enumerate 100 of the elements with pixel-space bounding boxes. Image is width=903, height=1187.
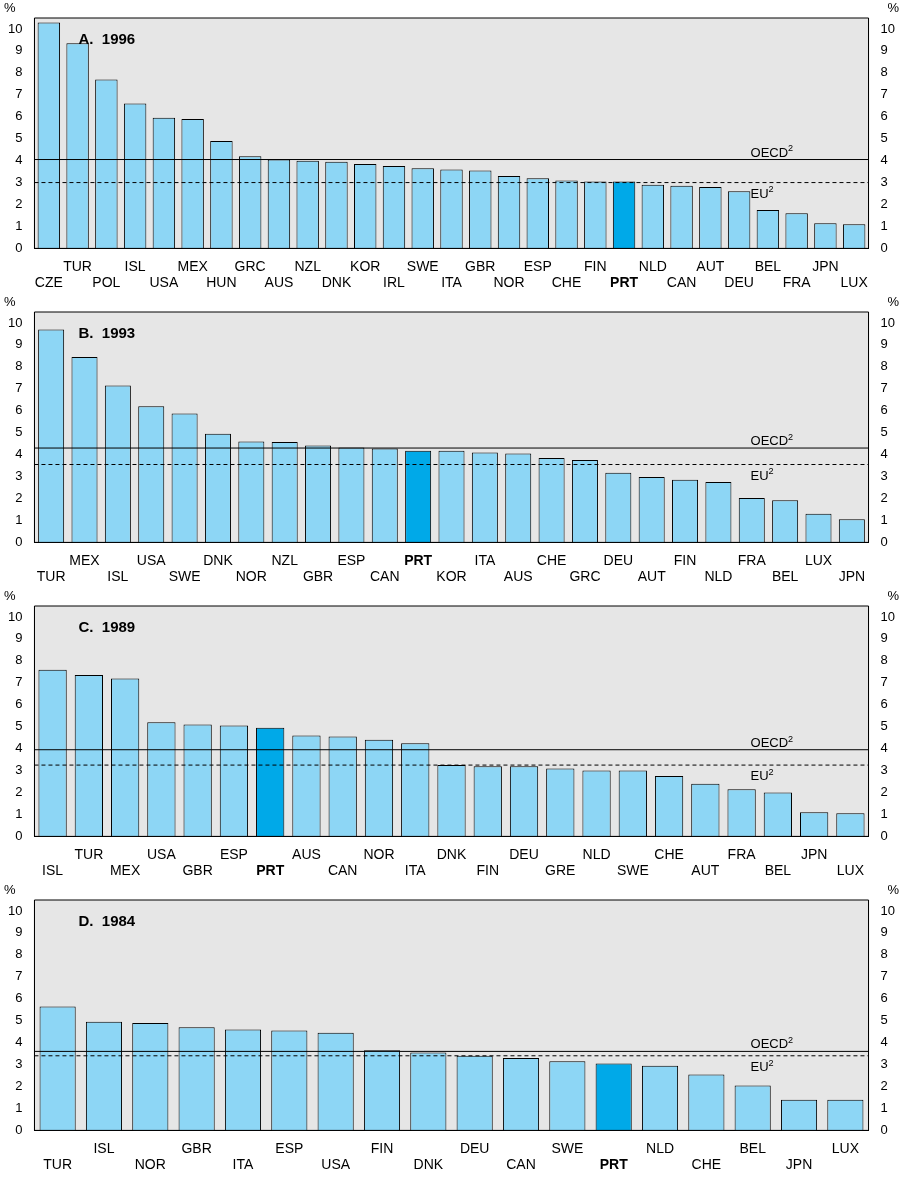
x-tick-label: ISL (107, 568, 129, 585)
x-tick-label: NOR (134, 1156, 166, 1173)
y-tick-label: 10 (7, 902, 23, 918)
y2-tick-label: 5 (880, 1012, 888, 1028)
x-tick-label: ESP (275, 1139, 304, 1156)
y-tick-label: 1 (15, 806, 23, 822)
y2-tick-label: 7 (880, 380, 888, 396)
y2-tick-label: 6 (880, 990, 888, 1006)
y2-tick-label: 3 (880, 762, 888, 778)
y2-tick-label: 5 (880, 718, 888, 734)
y2-tick-label: 1 (880, 512, 888, 528)
x-tick-label: CAN (506, 1156, 536, 1173)
x-tick-label: USA (149, 274, 179, 291)
x-tick-label: NZL (271, 551, 299, 568)
y2-tick-label: 4 (880, 1034, 888, 1050)
x-tick-label: LUX (831, 1139, 860, 1156)
x-tick-label: GRC (234, 257, 266, 274)
y-tick-label: 7 (15, 968, 23, 984)
x-tick-label: SWE (406, 257, 439, 274)
x-tick-label: ISL (93, 1139, 115, 1156)
x-tick-label: ESP (337, 551, 366, 568)
x-tick-label: CZE (34, 274, 63, 291)
y2-tick-label: 5 (880, 130, 888, 146)
y2-axis-title: % (887, 882, 900, 898)
y-axis-title: % (4, 0, 16, 16)
y2-tick-label: 10 (880, 314, 896, 330)
y2-tick-label: 2 (880, 490, 888, 506)
y2-tick-label: 5 (880, 424, 888, 440)
y2-tick-label: 1 (880, 806, 888, 822)
y-tick-label: 10 (7, 314, 23, 330)
text: A. 1996 (78, 29, 136, 47)
x-tick-label: TUR (43, 1156, 73, 1173)
y-tick-label: 10 (7, 608, 23, 624)
y-tick-label: 1 (15, 218, 23, 234)
y-tick-label: 0 (15, 239, 23, 255)
y-tick-label: 10 (7, 20, 23, 36)
x-tick-label: GRC (569, 568, 601, 585)
x-tick-label: CHE (551, 274, 582, 291)
x-tick-label: NLD (704, 568, 733, 585)
x-tick-label: USA (321, 1156, 351, 1173)
x-tick-label: NOR (235, 568, 267, 585)
y2-tick-label: 8 (880, 358, 888, 374)
x-tick-label: FIN (673, 551, 697, 568)
x-tick-label: AUS (503, 568, 533, 585)
x-tick-label: PRT (256, 862, 285, 879)
x-tick-label: CHE (691, 1156, 722, 1173)
y2-tick-label: 4 (880, 152, 888, 168)
x-tick-label: KOR (436, 568, 467, 585)
x-tick-label: DEU (603, 551, 634, 568)
x-tick-label: BEL (771, 568, 799, 585)
y2-tick-label: 2 (880, 1078, 888, 1094)
x-tick-label: PRT (610, 274, 639, 291)
y-axis-title: % (4, 294, 16, 310)
y2-tick-label: 7 (880, 674, 888, 690)
y-tick-label: 5 (15, 130, 23, 146)
x-tick-label: FRA (737, 551, 767, 568)
x-tick-label: DNK (203, 551, 234, 568)
y2-tick-label: 4 (880, 446, 888, 462)
y2-tick-label: 8 (880, 64, 888, 80)
x-tick-label: NOR (493, 274, 525, 291)
x-tick-label: DEU (509, 845, 539, 862)
y2-tick-label: 9 (880, 42, 888, 58)
y2-axis-title: % (887, 294, 900, 310)
x-tick-label: LUX (836, 862, 865, 879)
y2-tick-label: 9 (880, 924, 888, 940)
x-tick-label: CAN (369, 568, 400, 585)
x-tick-label: JPN (838, 568, 866, 585)
x-tick-label: HUN (206, 274, 237, 291)
x-tick-label: MEX (109, 862, 141, 879)
y-tick-label: 8 (15, 358, 23, 374)
y-tick-label: 3 (15, 1056, 23, 1072)
x-tick-label: FIN (584, 257, 607, 274)
y-tick-label: 0 (15, 1121, 23, 1137)
y2-tick-label: 1 (880, 218, 888, 234)
y-tick-label: 5 (15, 1012, 23, 1028)
x-tick-label: GBR (465, 257, 496, 274)
x-tick-label: DEU (459, 1139, 490, 1156)
y-tick-label: 7 (15, 86, 23, 102)
x-tick-label: MEX (177, 257, 209, 274)
y-tick-label: 9 (15, 336, 23, 352)
y2-tick-label: 6 (880, 108, 888, 124)
x-tick-label: POL (92, 274, 121, 291)
x-tick-label: LUX (804, 551, 833, 568)
y2-tick-label: 8 (880, 946, 888, 962)
y-tick-label: 9 (15, 42, 23, 58)
x-tick-label: DNK (321, 274, 352, 291)
y-tick-label: 2 (15, 784, 23, 800)
x-tick-label: AUT (691, 862, 720, 879)
x-tick-label: NLD (638, 257, 667, 274)
x-tick-label: CHE (654, 845, 684, 862)
text: D. 1984 (78, 911, 136, 929)
y2-tick-label: 3 (880, 468, 888, 484)
x-tick-label: ISL (124, 257, 146, 274)
x-tick-label: DEU (724, 274, 754, 291)
y2-tick-label: 7 (880, 86, 888, 102)
x-tick-label: NOR (363, 845, 395, 862)
x-tick-label: ITA (441, 274, 463, 291)
x-tick-label: PRT (404, 551, 433, 568)
x-tick-label: CAN (327, 862, 358, 879)
y2-tick-label: 3 (880, 1056, 888, 1072)
